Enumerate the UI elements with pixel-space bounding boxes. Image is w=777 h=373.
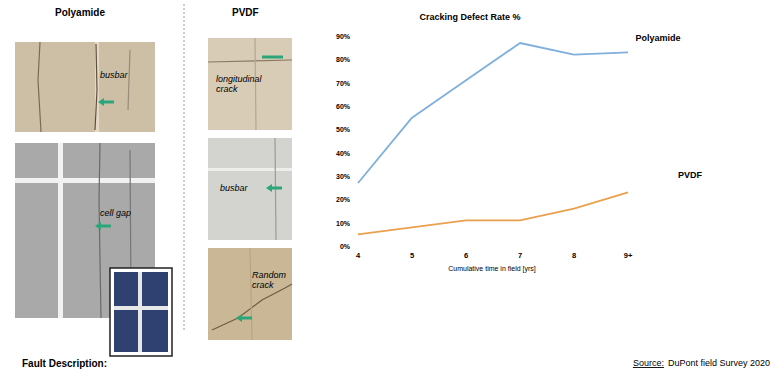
y-tick <box>350 82 352 83</box>
marker-bar <box>262 56 283 59</box>
photo-label-line: crack <box>252 280 274 290</box>
y-tick <box>350 106 352 107</box>
y-tick-label: 40% <box>336 150 351 157</box>
x-axis-label: Cumulative time in field [yrs] <box>448 265 536 273</box>
y-tick-label: 20% <box>336 196 351 203</box>
y-tick-label: 80% <box>336 56 351 63</box>
y-tick <box>350 36 352 37</box>
arrow-head <box>236 314 242 322</box>
y-tick-label: 30% <box>336 173 351 180</box>
y-tick-label: 50% <box>336 126 351 133</box>
inset-frame <box>110 268 172 356</box>
crack <box>208 60 292 62</box>
arrow-head <box>95 222 101 230</box>
photo-label: busbar <box>100 70 129 80</box>
inset <box>114 272 168 352</box>
y-tick <box>350 246 352 247</box>
cell-gap <box>15 178 155 183</box>
x-tick-label: 6 <box>464 251 468 260</box>
chart-title: Cracking Defect Rate % <box>419 12 520 22</box>
photo <box>208 38 292 130</box>
y-tick <box>350 152 352 153</box>
x-tick-label: 7 <box>518 251 522 260</box>
cell-gap <box>58 143 63 318</box>
canvas: Polyamide busbar cell gap Fault Description… <box>0 0 777 373</box>
x-tick-label: 8 <box>572 251 576 260</box>
x-tick-label: 9+ <box>624 251 633 260</box>
figure: Polyamide busbar cell gap Fault Description… <box>0 0 777 373</box>
crack <box>250 248 252 340</box>
panel-title: PVDF <box>232 7 259 18</box>
divider <box>184 4 185 330</box>
series-label: PVDF <box>678 170 703 180</box>
photo <box>208 248 292 340</box>
crack <box>255 38 256 130</box>
series-label: Polyamide <box>635 33 680 43</box>
arrow-head <box>98 98 104 106</box>
y-tick <box>350 222 352 223</box>
photo <box>208 138 292 240</box>
y-tick <box>350 176 352 177</box>
series-line <box>358 43 628 183</box>
y-tick-label: 0% <box>340 243 351 250</box>
photo-label-line: Random <box>252 270 287 280</box>
busbar-strip <box>208 168 292 171</box>
crack <box>99 143 101 318</box>
crack <box>38 42 41 132</box>
crack <box>95 44 97 130</box>
photo <box>15 42 155 132</box>
y-tick <box>350 199 352 200</box>
y-tick-label: 60% <box>336 103 351 110</box>
inset-gap <box>138 272 142 352</box>
photo-label: busbar <box>220 183 249 193</box>
source-label: Source: <box>633 358 664 368</box>
source-text: DuPont field Survey 2020 <box>668 358 770 368</box>
busbar-strip <box>95 42 99 132</box>
arrow-head <box>266 184 272 192</box>
photo-label-line: longitudinal <box>216 74 263 84</box>
fault-description: Fault Description: <box>22 358 107 369</box>
source: Source: DuPont field Survey 2020 <box>633 358 770 368</box>
x-tick-label: 4 <box>356 251 361 260</box>
photo-label: cell gap <box>100 208 131 218</box>
y-tick <box>350 129 352 130</box>
photo-label: longitudinalcrack <box>216 74 263 94</box>
y-tick-label: 90% <box>336 33 351 40</box>
panel-title: Polyamide <box>55 7 105 18</box>
photo-panels: Polyamide busbar cell gap Fault Description… <box>15 4 292 369</box>
photo-label-line: crack <box>216 84 238 94</box>
x-tick-label: 5 <box>410 251 414 260</box>
plot-area <box>358 43 628 234</box>
series-line <box>358 192 628 234</box>
y-tick-label: 70% <box>336 80 351 87</box>
photo-label: Randomcrack <box>252 270 287 290</box>
y-tick-label: 10% <box>336 220 351 227</box>
y-tick <box>350 59 352 60</box>
chart: Cracking Defect Rate % 0% 10% 20% 30% 40% 50% 6… <box>336 12 703 273</box>
crack <box>128 50 130 110</box>
